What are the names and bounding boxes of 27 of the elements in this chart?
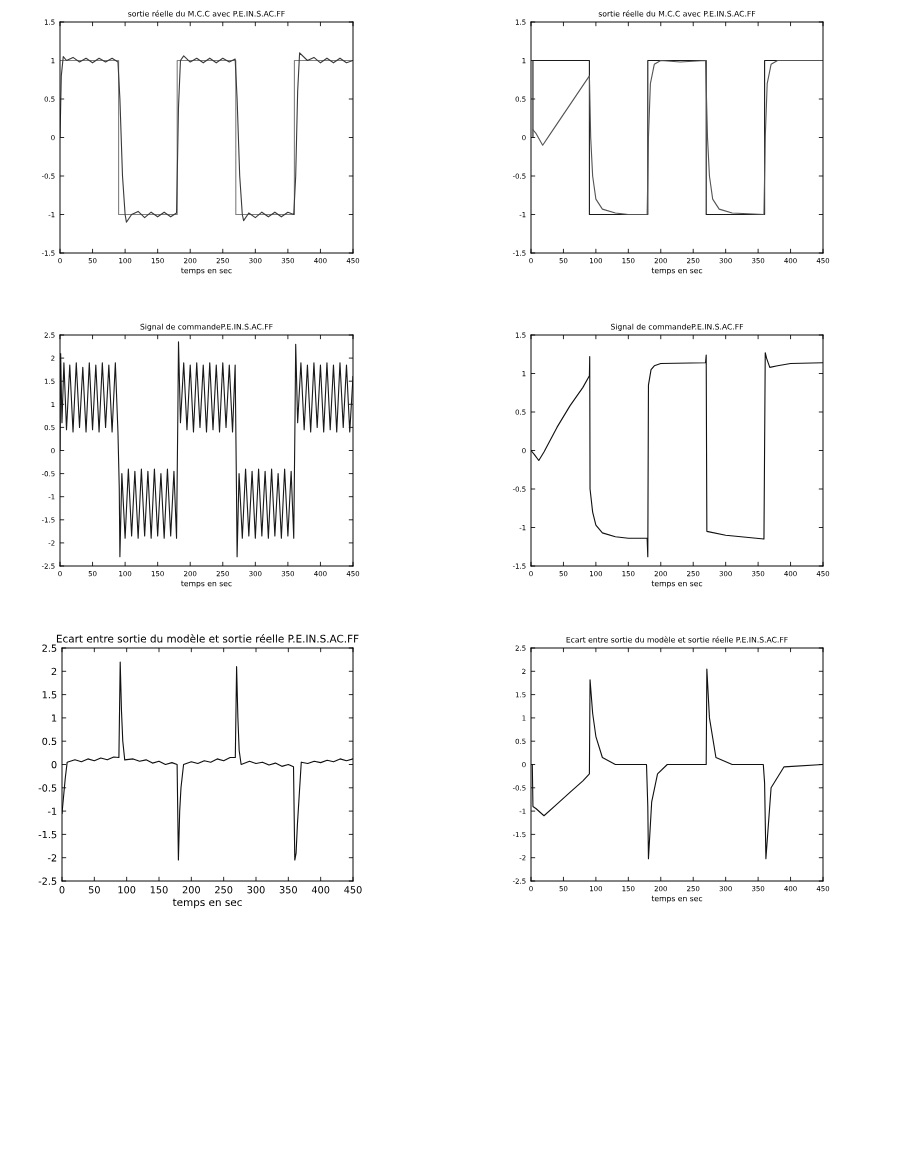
x-tick-label: 450 [344, 886, 362, 894]
line-series [62, 661, 353, 861]
x-tick-label: 350 [279, 886, 297, 894]
line-series [531, 668, 823, 860]
y-tick-label: 0.5 [42, 737, 57, 746]
x-tick-label: 150 [150, 886, 168, 894]
line-series [531, 352, 823, 558]
x-tick-label: 300 [247, 886, 265, 894]
chart-title: Ecart entre sortie du modèle et sortie réelle P.E.IN.S.AC.FF [56, 634, 359, 643]
y-tick-label: 2 [51, 667, 57, 675]
x-tick-label: 0 [59, 886, 65, 894]
line-series [60, 341, 353, 558]
x-tick-label: 400 [311, 886, 330, 894]
x-axis-title: temps en sec [172, 898, 242, 909]
x-tick-label: 250 [215, 886, 233, 894]
y-tick-label: -0.5 [38, 784, 57, 792]
x-tick-label: 200 [182, 886, 200, 894]
y-tick-label: 1.5 [42, 691, 57, 699]
y-tick-label: -1.5 [38, 831, 57, 839]
y-tick-label: 0 [51, 760, 57, 769]
y-tick-label: 1 [52, 714, 57, 722]
y-tick-label: -1 [47, 807, 57, 815]
x-tick-label: 50 [88, 886, 100, 894]
y-tick-label: 2.5 [42, 644, 57, 652]
x-tick-label: 100 [118, 886, 136, 894]
y-tick-label: -2.5 [38, 877, 57, 885]
y-tick-label: -2 [47, 854, 57, 862]
